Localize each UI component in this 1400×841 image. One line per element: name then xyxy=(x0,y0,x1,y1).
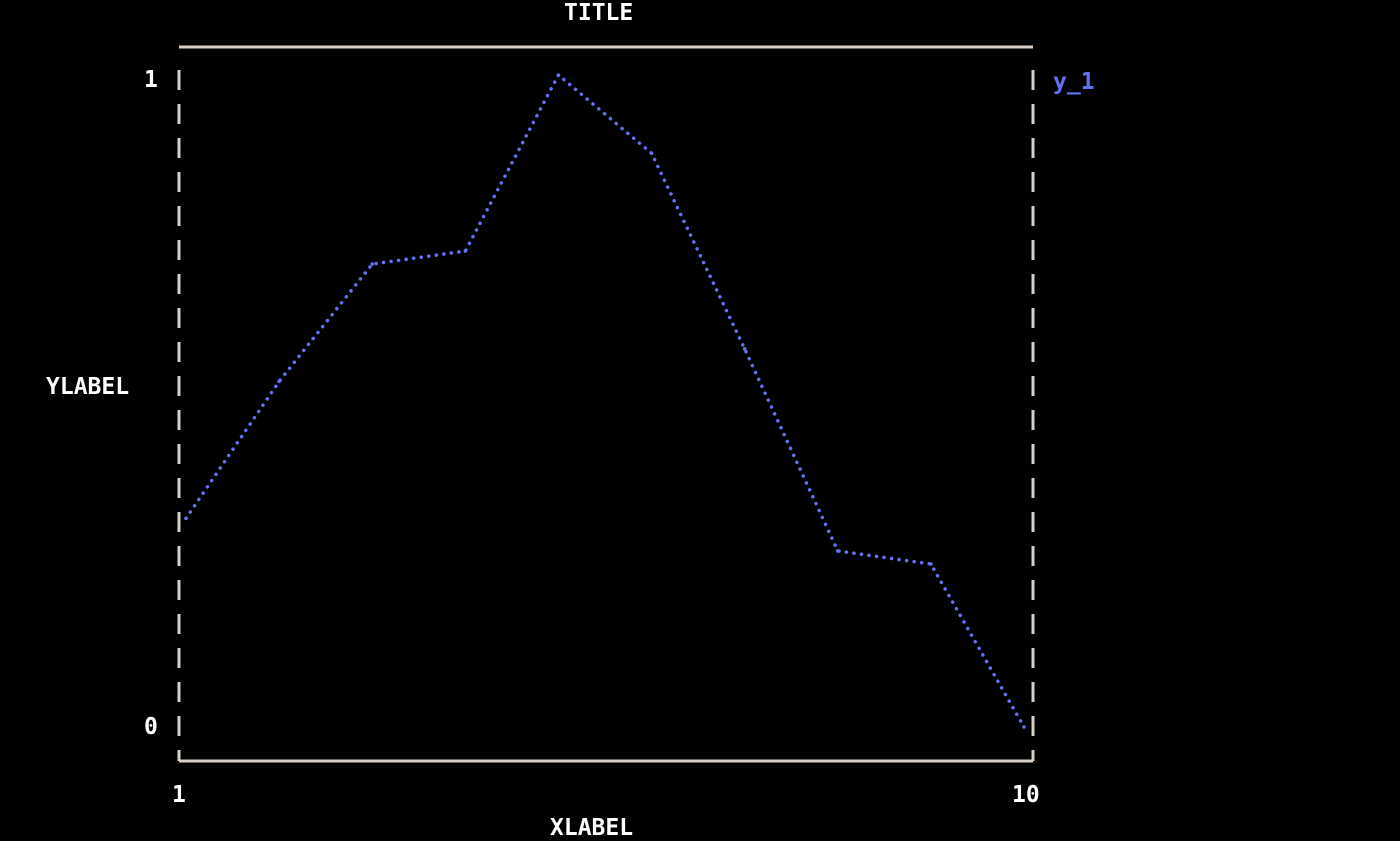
x-tick-label: 10 xyxy=(1012,782,1040,808)
x-tick-label: 1 xyxy=(172,782,186,808)
data-point xyxy=(835,549,840,553)
chart-title: TITLE xyxy=(564,0,634,26)
data-point xyxy=(184,516,188,521)
series-line-y_1 xyxy=(184,72,1026,729)
x-axis-label: XLABEL xyxy=(550,815,634,841)
data-point xyxy=(556,73,561,77)
y-tick-label: 0 xyxy=(144,714,158,740)
data-point xyxy=(742,347,747,351)
data-point xyxy=(929,562,933,566)
data-point xyxy=(649,151,654,156)
data-point xyxy=(463,249,468,253)
data-point xyxy=(370,262,375,266)
data-point xyxy=(1022,725,1026,729)
data-point xyxy=(277,379,281,384)
legend-entry: y_1 xyxy=(1053,69,1095,95)
y-axis-label: YLABEL xyxy=(46,374,130,400)
y-tick-label: 1 xyxy=(144,67,158,93)
